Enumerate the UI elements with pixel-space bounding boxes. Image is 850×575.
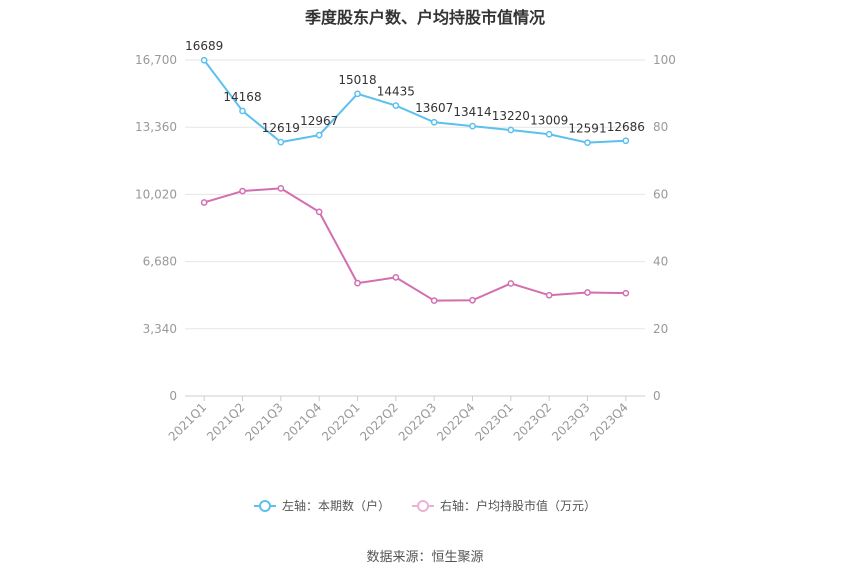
x-axis-tick-label: 2021Q4 [281,400,325,444]
series-point-0 [392,102,400,109]
right-axis-tick-label: 100 [653,53,676,67]
legend-marker-avg-value [412,499,434,512]
legend: 左轴：本期数（户） 右轴：户均持股市值（万元） [0,497,850,514]
x-axis-tick-label: 2021Q2 [204,400,248,444]
series-point-0 [622,137,630,145]
data-label: 13009 [530,113,568,127]
series-point-1 [239,187,246,195]
series-point-1 [545,291,553,299]
series-point-0 [430,118,438,126]
x-axis-tick-label: 2023Q2 [511,400,555,444]
right-axis-tick-label: 60 [653,187,668,201]
left-axis-tick-label: 13,360 [135,120,177,134]
series-point-1 [315,208,323,216]
x-axis-tick-label: 2023Q1 [472,400,516,444]
data-label: 13220 [492,109,530,123]
series-point-1 [622,289,630,297]
data-label: 13414 [453,105,491,119]
series-point-1 [354,279,361,287]
x-axis-tick-label: 2022Q1 [319,400,363,444]
series-point-0 [315,131,323,139]
series-point-0 [354,90,361,98]
data-label: 12967 [300,114,338,128]
x-axis-tick-label: 2022Q4 [434,400,478,444]
right-axis-tick-label: 0 [653,389,661,403]
left-axis-tick-label: 3,340 [143,322,177,336]
data-label: 14435 [377,85,415,99]
legend-item-households[interactable]: 左轴：本期数（户） [253,497,390,514]
right-axis-tick-label: 20 [653,322,668,336]
series-point-0 [545,130,553,138]
series-point-0 [239,107,246,115]
left-axis-tick-label: 6,680 [143,255,177,269]
series-line-1 [203,187,626,302]
legend-item-avg-value[interactable]: 右轴：户均持股市值（万元） [412,497,596,514]
x-axis-tick-label: 2021Q1 [166,400,210,444]
series-point-0 [507,126,515,134]
series-point-1 [392,274,400,281]
data-label: 13607 [415,101,453,115]
series-point-1 [469,296,476,304]
source-note: 数据来源：恒生聚源 [366,550,484,565]
x-axis-tick-label: 2021Q3 [242,400,286,444]
x-axis-tick-label: 2023Q3 [549,400,593,444]
left-axis-tick-label: 0 [169,389,177,403]
legend-marker-households [253,499,276,512]
left-axis-tick-label: 16,700 [135,53,177,67]
series-point-1 [200,199,208,206]
data-label: 12619 [262,121,300,135]
series-point-1 [277,185,285,192]
right-axis-tick-label: 80 [653,120,668,134]
data-label: 12686 [607,120,645,134]
legend-label-avg-value: 右轴：户均持股市值（万元） [440,499,597,513]
x-axis-tick-label: 2022Q2 [357,400,401,444]
data-label: 14168 [223,90,261,104]
x-axis-tick-label: 2022Q3 [396,400,440,444]
series-line-0 [203,59,626,144]
left-axis-tick-label: 10,020 [135,187,177,201]
chart-title: 季度股东户数、户均持股市值情况 [304,8,545,27]
legend-label-households: 左轴：本期数（户） [281,499,390,513]
right-axis-tick-label: 40 [653,255,668,269]
data-label: 15018 [338,73,376,87]
series-point-1 [430,297,438,304]
series-point-0 [469,122,476,130]
series-point-0 [584,139,591,147]
series-point-1 [584,289,591,296]
data-label: 16689 [185,39,223,53]
data-label: 12591 [568,122,606,136]
series-point-0 [200,56,208,64]
series-point-0 [277,138,285,146]
x-axis-tick-label: 2023Q4 [587,400,631,444]
series-point-1 [507,280,515,287]
